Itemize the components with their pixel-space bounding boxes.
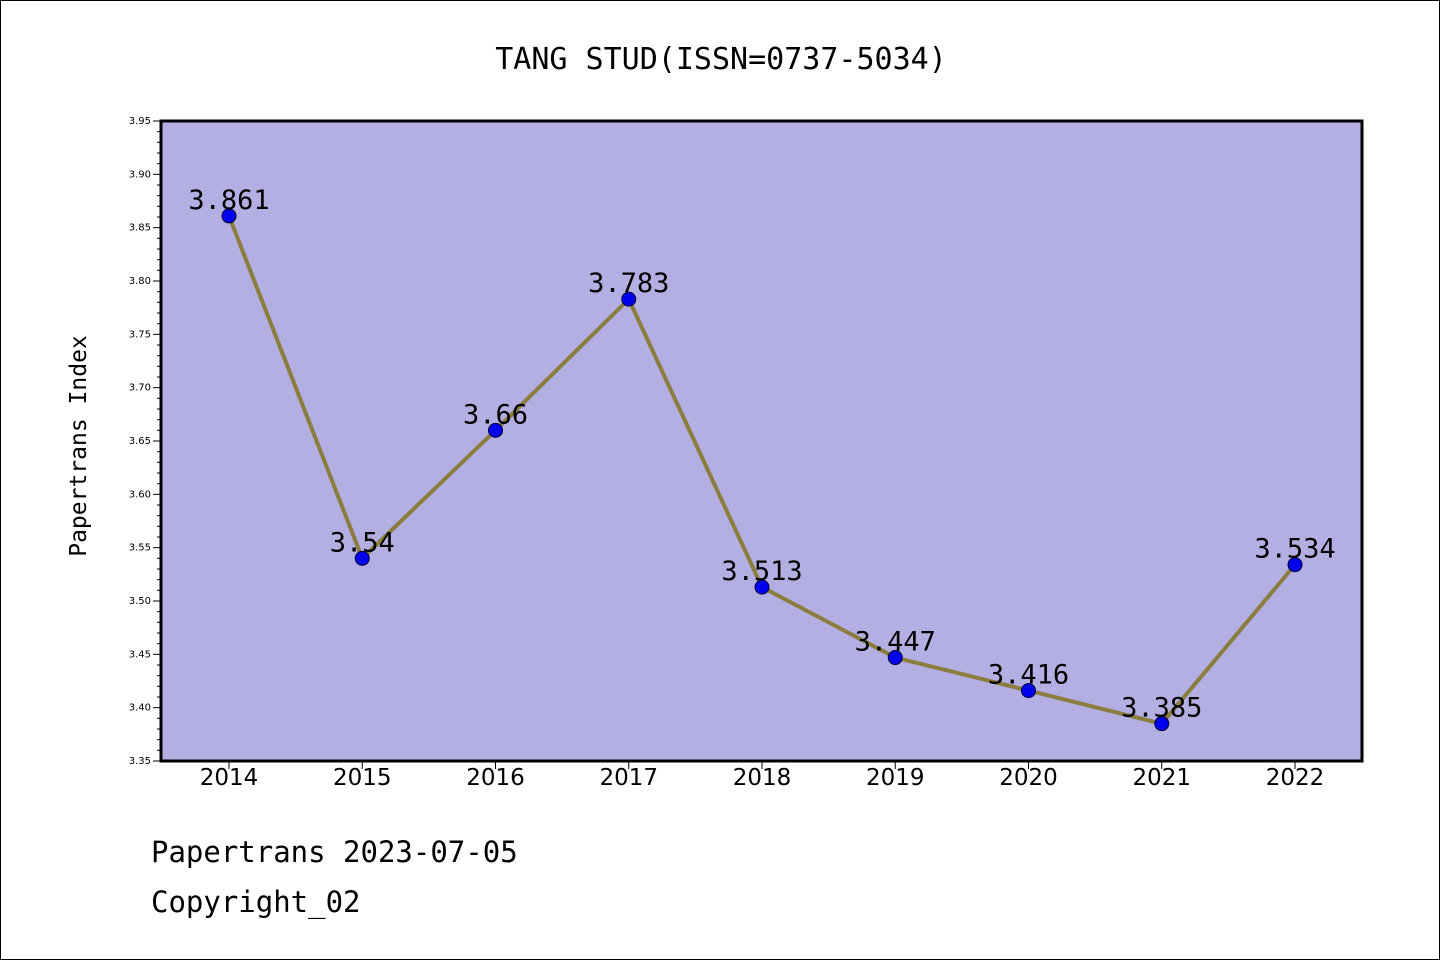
x-axis-tick-labels: 2014 2015 2016 2017 2018 2019 2020 2021 2022	[200, 765, 1325, 791]
chart-title: TANG STUD(ISSN=0737-5034)	[495, 42, 947, 77]
data-label: 3.416	[988, 660, 1069, 691]
y-tick-label: 3.80	[129, 276, 151, 287]
data-point	[887, 650, 903, 666]
data-point	[354, 550, 370, 566]
data-point	[221, 208, 237, 224]
data-label: 3.447	[855, 627, 936, 658]
y-tick-label: 3.75	[129, 329, 151, 340]
data-label: 3.534	[1254, 534, 1335, 565]
data-label: 3.861	[188, 185, 269, 216]
data-point	[488, 422, 503, 438]
series-data-labels: 3.861 3.54 3.66 3.783 3.513 3.447 3.416 3.385 3.…	[188, 185, 1335, 724]
footer-date-text: Papertrans 2023-07-05	[151, 835, 518, 869]
data-label: 3.385	[1121, 693, 1202, 724]
data-label: 3.513	[721, 556, 802, 587]
y-tick-label: 3.40	[129, 703, 151, 714]
y-tick-label: 3.65	[129, 436, 151, 447]
y-tick-label: 3.70	[129, 383, 151, 394]
footer-copyright-text: Copyright_02	[151, 885, 361, 919]
y-tick-label: 3.95	[129, 116, 151, 127]
y-axis-tick-labels: 3.35 3.40 3.45 3.50 3.55 3.60 3.65 3.70 3.75 3.80…	[129, 116, 151, 767]
data-point	[1287, 557, 1303, 573]
data-label: 3.66	[463, 399, 528, 430]
x-tick-label: 2018	[733, 765, 792, 791]
y-axis-label: Papertrans Index	[66, 335, 92, 557]
data-label: 3.783	[588, 268, 669, 299]
x-tick-label: 2019	[866, 765, 925, 791]
y-tick-label: 3.60	[129, 489, 151, 500]
y-tick-label: 3.85	[129, 223, 151, 234]
y-tick-label: 3.50	[129, 596, 151, 607]
y-tick-label: 3.90	[129, 169, 151, 180]
x-tick-label: 2021	[1132, 765, 1191, 791]
x-tick-label: 2017	[599, 765, 658, 791]
data-point	[1021, 683, 1036, 699]
data-point	[754, 579, 770, 595]
series-markers	[221, 208, 1303, 732]
x-tick-label: 2022	[1266, 765, 1325, 791]
plot-area	[161, 121, 1362, 761]
data-point	[621, 291, 637, 307]
data-label: 3.54	[330, 527, 395, 558]
y-tick-label: 3.35	[129, 756, 151, 767]
x-tick-label: 2014	[200, 765, 259, 791]
x-tick-label: 2015	[333, 765, 392, 791]
y-tick-label: 3.55	[129, 543, 151, 554]
y-tick-label: 3.45	[129, 649, 151, 660]
x-tick-label: 2020	[999, 765, 1058, 791]
x-tick-label: 2016	[466, 765, 525, 791]
plot-frame	[159, 119, 1364, 763]
data-point	[1154, 716, 1170, 732]
